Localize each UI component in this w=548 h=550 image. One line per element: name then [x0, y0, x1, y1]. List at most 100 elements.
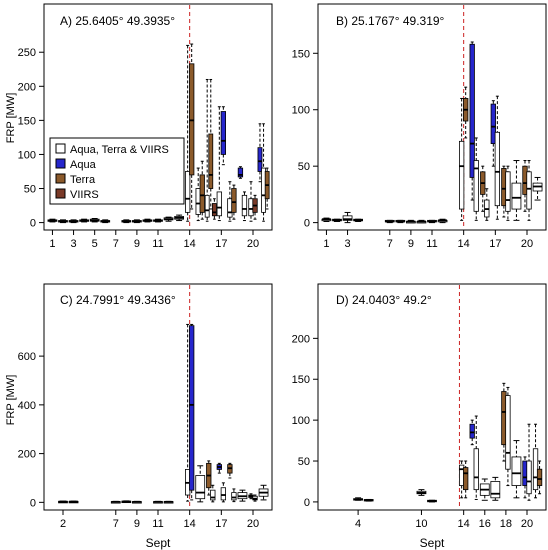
box-combined-day-19: [511, 182, 522, 210]
panel-b-boxes: [321, 41, 543, 224]
legend-swatch-combined: [55, 143, 66, 154]
box-combined-day-14: [459, 140, 465, 210]
panel-d-xlabel: Sept: [420, 536, 445, 550]
panel-d-boxes: [353, 382, 543, 503]
xtick-label: 7: [387, 238, 393, 250]
ytick-label: 400: [18, 400, 36, 412]
xtick-label: 9: [408, 238, 414, 250]
xtick-label: 5: [92, 238, 98, 250]
xtick-label: 17: [215, 518, 227, 530]
box-combined-day-16: [210, 489, 216, 501]
legend-label-aqua: Aqua: [70, 159, 97, 171]
ytick-label: 50: [24, 184, 36, 196]
box-terra-day-18: [231, 188, 237, 213]
ytick-label: 150: [292, 374, 310, 386]
box-combined-day-17: [220, 487, 226, 501]
ytick-label: 50: [298, 456, 310, 468]
xtick-label: 20: [521, 238, 533, 250]
xtick-label: 14: [458, 238, 470, 250]
xtick-label: 17: [215, 238, 227, 250]
legend-swatch-viirs: [55, 188, 66, 199]
panel-d-title: D) 24.0403° 49.2°: [336, 293, 432, 307]
xtick-label: 14: [458, 518, 470, 530]
xtick-label: 1: [323, 238, 329, 250]
box-combined-day-16: [204, 194, 210, 218]
legend: Aqua, Terra & VIIRS Aqua Terra VIIRS: [49, 137, 185, 205]
ytick-label: 100: [292, 415, 310, 427]
box-combined-day-19: [241, 194, 248, 217]
xtick-label: 18: [500, 518, 512, 530]
panel-d-xaxis: 4 10 14 16 18 20: [355, 510, 533, 530]
panel-c-boxes: [58, 323, 269, 504]
panel-d: D) 24.0403° 49.2° 0 50 100 150 200 4 10 14 16 18…: [292, 283, 547, 550]
xtick-label: 11: [152, 518, 163, 530]
box-terra-day-14: [189, 63, 195, 176]
xtick-label: 9: [134, 518, 140, 530]
xtick-label: 14: [184, 238, 196, 250]
panel-d-frame: [317, 283, 547, 511]
xtick-label: 20: [521, 518, 533, 530]
box-aqua-day-19: [237, 167, 244, 178]
panel-c-ylabel: FRP [MW]: [5, 375, 17, 426]
box-combined-day-18: [505, 395, 511, 470]
panel-b-yaxis: 0 50 100 150: [292, 48, 318, 230]
box-aqua-day-21: [257, 147, 263, 172]
panel-a-title: A) 25.6405° 49.3935°: [60, 14, 175, 28]
box-aqua-day-14: [189, 325, 195, 491]
box-aqua-day-15: [469, 43, 475, 178]
xtick-label: 16: [479, 518, 491, 530]
ytick-label: 150: [292, 48, 310, 60]
ytick-label: 100: [18, 149, 36, 161]
box-combined-day-15: [473, 160, 479, 212]
ytick-label: 0: [304, 218, 310, 230]
panel-c-xaxis: 2 7 9 11 14 17 20: [60, 510, 259, 530]
xtick-label: 7: [113, 518, 119, 530]
ytick-label: 0: [30, 497, 36, 509]
box-combined-day-17: [490, 481, 501, 499]
box-combined-day-17: [216, 191, 222, 217]
box-combined-day-20: [526, 460, 532, 495]
xtick-label: 11: [426, 238, 437, 250]
ytick-label: 200: [292, 333, 310, 345]
xtick-label: 17: [489, 238, 501, 250]
box-terra-day-21: [536, 468, 543, 486]
ytick-label: 50: [298, 161, 310, 173]
box-terra-day-16: [208, 133, 214, 189]
box-combined-day-19: [511, 456, 522, 486]
xtick-label: 3: [344, 238, 350, 250]
panel-c-title: C) 24.7991° 49.3436°: [60, 293, 176, 307]
ytick-label: 200: [18, 81, 36, 93]
xtick-label: 11: [152, 238, 163, 250]
box-aqua-day-17: [490, 103, 496, 144]
xtick-label: 9: [134, 238, 140, 250]
legend-box: [49, 137, 185, 205]
ytick-label: 200: [18, 449, 36, 461]
xtick-label: 10: [415, 518, 427, 530]
ytick-label: 250: [18, 47, 36, 59]
legend-label-viirs: VIIRS: [70, 189, 99, 201]
panel-b-xaxis: 1 3 7 9 11 14 17 20: [323, 230, 533, 250]
xtick-label: 7: [113, 238, 119, 250]
ytick-label: 0: [30, 218, 36, 230]
legend-label-terra: Terra: [70, 174, 96, 186]
legend-swatch-aqua: [55, 158, 66, 169]
box-viirs-day-16: [211, 203, 217, 217]
box-combined-day-17: [494, 131, 500, 207]
panel-b-title: B) 25.1767° 49.319°: [336, 14, 445, 28]
box-combined-day-18: [231, 492, 237, 501]
panel-a: A) 25.6405° 49.3935° 0 50 100 150 200 250 1 3 5…: [5, 3, 273, 250]
panel-b: B) 25.1767° 49.319° 0 50 100 150 1 3 7 9 11 14 17…: [292, 3, 547, 250]
legend-swatch-terra: [55, 173, 66, 184]
box-terra-day-15: [199, 174, 205, 213]
xtick-label: 1: [49, 238, 55, 250]
panel-c-frame: [43, 283, 273, 511]
panel-a-boxes: [47, 43, 270, 224]
ytick-label: 100: [292, 105, 310, 117]
ytick-label: 150: [18, 115, 36, 127]
ytick-label: 600: [18, 351, 36, 363]
box-combined-day-3: [342, 215, 353, 221]
panel-d-yaxis: 0 50 100 150 200: [292, 333, 318, 509]
panel-a-xaxis: 1 3 5 7 9 11 14 17 20: [49, 230, 259, 250]
xtick-label: 20: [247, 518, 259, 530]
xtick-label: 20: [247, 238, 259, 250]
